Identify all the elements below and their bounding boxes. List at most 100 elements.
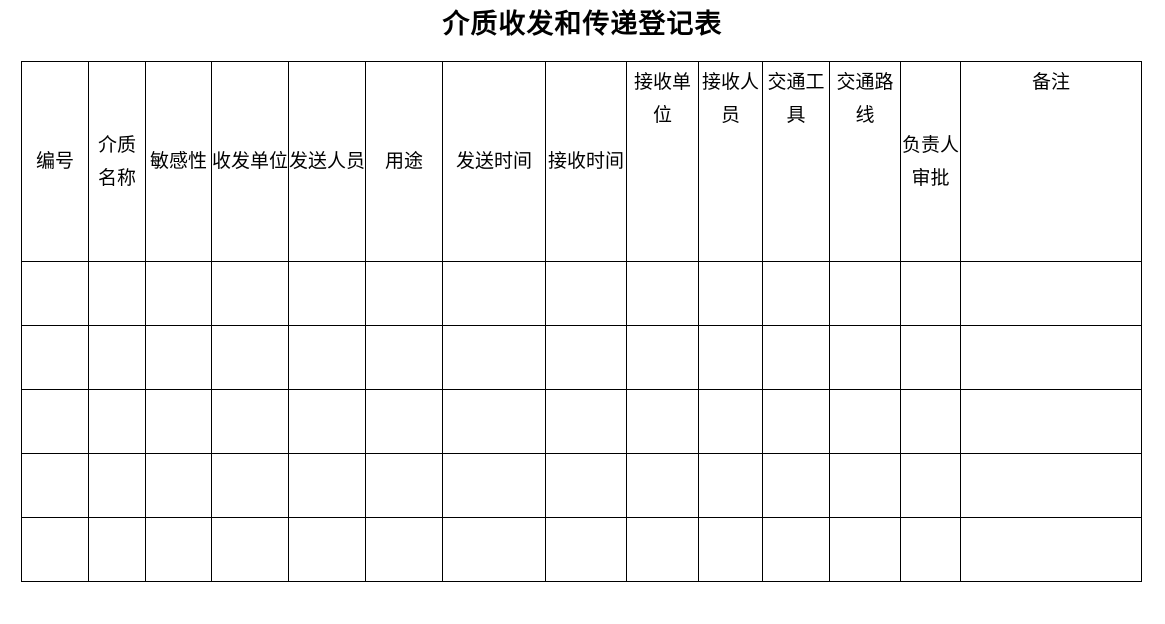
cell-purpose[interactable] (365, 261, 443, 326)
cell-sending-receiving-unit[interactable] (211, 325, 289, 390)
table-row (21, 517, 1142, 582)
cell-receiver[interactable] (698, 325, 763, 390)
column-header-receiver: 接收人员 (698, 61, 763, 262)
page-title: 介质收发和传递登记表 (442, 9, 723, 40)
cell-purpose[interactable] (365, 453, 443, 518)
cell-manager-approval[interactable] (900, 325, 961, 390)
cell-sender[interactable] (288, 517, 366, 582)
cell-send-time[interactable] (442, 517, 546, 582)
cell-transport-route[interactable] (829, 453, 901, 518)
cell-sensitivity[interactable] (145, 389, 212, 454)
cell-receiver[interactable] (698, 453, 763, 518)
cell-transport-vehicle[interactable] (762, 261, 830, 326)
cell-remarks[interactable] (960, 517, 1142, 582)
cell-sending-receiving-unit[interactable] (211, 389, 289, 454)
table-row (21, 389, 1142, 454)
cell-transport-vehicle[interactable] (762, 517, 830, 582)
cell-media-name[interactable] (88, 261, 146, 326)
column-header-media-name: 介质名称 (88, 61, 146, 262)
column-header-transport-vehicle: 交通工具 (762, 61, 830, 262)
cell-purpose[interactable] (365, 325, 443, 390)
column-header-sender: 发送人员 (288, 61, 366, 262)
cell-media-name[interactable] (88, 389, 146, 454)
column-header-transport-vehicle-label: 交通工具 (767, 71, 825, 126)
header-row: 编号 介质名称 敏感性 收发单位 发送人员 用途 (21, 61, 1142, 262)
cell-receiving-unit[interactable] (626, 517, 699, 582)
cell-send-time[interactable] (442, 389, 546, 454)
cell-remarks[interactable] (960, 453, 1142, 518)
cell-remarks[interactable] (960, 325, 1142, 390)
cell-send-time[interactable] (442, 261, 546, 326)
cell-transport-route[interactable] (829, 517, 901, 582)
column-header-remarks: 备注 (960, 61, 1142, 262)
column-header-receive-time: 接收时间 (545, 61, 627, 262)
cell-sensitivity[interactable] (145, 517, 212, 582)
cell-sender[interactable] (288, 453, 366, 518)
cell-receive-time[interactable] (545, 389, 627, 454)
cell-receiving-unit[interactable] (626, 261, 699, 326)
cell-id[interactable] (21, 325, 89, 390)
cell-sensitivity[interactable] (145, 261, 212, 326)
cell-transport-vehicle[interactable] (762, 325, 830, 390)
column-header-purpose: 用途 (365, 61, 443, 262)
cell-receive-time[interactable] (545, 453, 627, 518)
column-header-sending-receiving-unit-label: 收发单位 (212, 150, 289, 172)
cell-sending-receiving-unit[interactable] (211, 453, 289, 518)
cell-transport-vehicle[interactable] (762, 453, 830, 518)
cell-id[interactable] (21, 517, 89, 582)
cell-receiving-unit[interactable] (626, 325, 699, 390)
cell-sending-receiving-unit[interactable] (211, 261, 289, 326)
cell-receiving-unit[interactable] (626, 389, 699, 454)
column-header-purpose-label: 用途 (384, 150, 423, 172)
cell-media-name[interactable] (88, 517, 146, 582)
column-header-receiving-unit: 接收单位 (626, 61, 699, 262)
media-transfer-register-table: 编号 介质名称 敏感性 收发单位 发送人员 用途 (21, 61, 1142, 582)
column-header-receiver-label: 接收人员 (701, 71, 759, 126)
cell-sender[interactable] (288, 325, 366, 390)
cell-transport-vehicle[interactable] (762, 389, 830, 454)
column-header-transport-route-label: 交通路线 (836, 71, 894, 126)
table-header: 编号 介质名称 敏感性 收发单位 发送人员 用途 (21, 61, 1142, 262)
cell-receive-time[interactable] (545, 517, 627, 582)
cell-id[interactable] (21, 389, 89, 454)
cell-purpose[interactable] (365, 517, 443, 582)
column-header-manager-approval-label: 负责人审批 (901, 133, 959, 189)
cell-id[interactable] (21, 453, 89, 518)
cell-sending-receiving-unit[interactable] (211, 517, 289, 582)
column-header-sensitivity: 敏感性 (145, 61, 212, 262)
column-header-transport-route: 交通路线 (829, 61, 901, 262)
column-header-id: 编号 (21, 61, 89, 262)
cell-media-name[interactable] (88, 325, 146, 390)
cell-receiver[interactable] (698, 517, 763, 582)
cell-receive-time[interactable] (545, 261, 627, 326)
cell-remarks[interactable] (960, 261, 1142, 326)
cell-sender[interactable] (288, 261, 366, 326)
table-row (21, 261, 1142, 326)
cell-receiver[interactable] (698, 261, 763, 326)
cell-receiver[interactable] (698, 389, 763, 454)
table-row (21, 453, 1142, 518)
cell-purpose[interactable] (365, 389, 443, 454)
cell-manager-approval[interactable] (900, 389, 961, 454)
cell-receiving-unit[interactable] (626, 453, 699, 518)
cell-manager-approval[interactable] (900, 517, 961, 582)
column-header-remarks-label: 备注 (1031, 71, 1070, 93)
cell-sensitivity[interactable] (145, 325, 212, 390)
column-header-sending-receiving-unit: 收发单位 (211, 61, 289, 262)
table-body (21, 261, 1142, 582)
cell-manager-approval[interactable] (900, 453, 961, 518)
cell-remarks[interactable] (960, 389, 1142, 454)
column-header-receive-time-label: 接收时间 (547, 150, 624, 172)
cell-transport-route[interactable] (829, 389, 901, 454)
cell-sender[interactable] (288, 389, 366, 454)
cell-receive-time[interactable] (545, 325, 627, 390)
cell-manager-approval[interactable] (900, 261, 961, 326)
cell-transport-route[interactable] (829, 261, 901, 326)
cell-send-time[interactable] (442, 453, 546, 518)
cell-id[interactable] (21, 261, 89, 326)
column-header-receiving-unit-label: 接收单位 (633, 71, 691, 126)
cell-send-time[interactable] (442, 325, 546, 390)
cell-sensitivity[interactable] (145, 453, 212, 518)
cell-transport-route[interactable] (829, 325, 901, 390)
cell-media-name[interactable] (88, 453, 146, 518)
